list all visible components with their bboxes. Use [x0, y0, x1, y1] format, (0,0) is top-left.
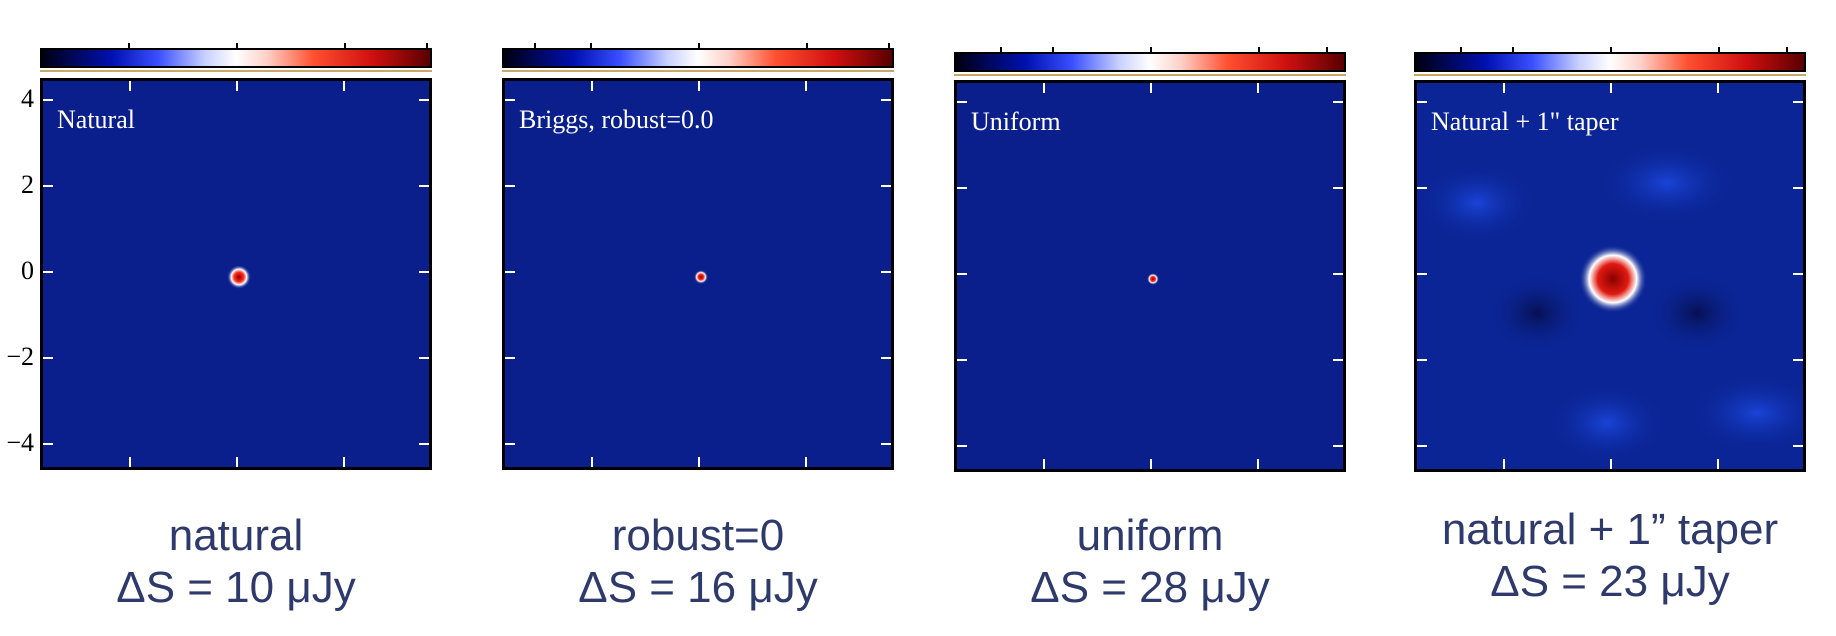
caption-weighting: robust=0: [611, 511, 785, 560]
source-blob: [694, 270, 708, 284]
caption: natural ΔS = 10 μJy: [40, 510, 432, 614]
caption-weighting: natural + 1” taper: [1441, 505, 1779, 554]
image-map: Natural + 1" taper: [1414, 80, 1806, 472]
colorbar: [1414, 47, 1806, 72]
colorbar: [40, 43, 432, 68]
caption: uniform ΔS = 28 μJy: [954, 510, 1346, 614]
source-blob: [227, 265, 251, 289]
source-blob: [1579, 245, 1647, 313]
map-label: Briggs, robust=0.0: [519, 105, 714, 134]
caption-noise: ΔS = 28 μJy: [1030, 563, 1270, 612]
caption-weighting: natural: [168, 511, 304, 560]
y-tick-label: 2: [21, 170, 34, 199]
y-tick-label: 0: [21, 256, 34, 285]
y-tick-label: −2: [6, 342, 34, 371]
map-label: Uniform: [971, 107, 1061, 136]
source-blob: [1147, 273, 1159, 285]
map-label: Natural + 1" taper: [1431, 107, 1619, 136]
y-tick-label: −4: [6, 428, 34, 457]
map-label: Natural: [57, 105, 135, 134]
image-map: Natural: [40, 78, 432, 470]
y-tick-label: 4: [21, 84, 34, 113]
caption-noise: ΔS = 23 μJy: [1490, 557, 1730, 606]
caption-noise: ΔS = 10 μJy: [116, 563, 356, 612]
caption: robust=0 ΔS = 16 μJy: [502, 510, 894, 614]
image-map: Briggs, robust=0.0: [502, 78, 894, 470]
caption-noise: ΔS = 16 μJy: [578, 563, 818, 612]
colorbar: [954, 47, 1346, 72]
caption-weighting: uniform: [1076, 511, 1224, 560]
image-map: Uniform: [954, 80, 1346, 472]
caption: natural + 1” taper ΔS = 23 μJy: [1414, 504, 1806, 608]
colorbar: [502, 43, 894, 68]
